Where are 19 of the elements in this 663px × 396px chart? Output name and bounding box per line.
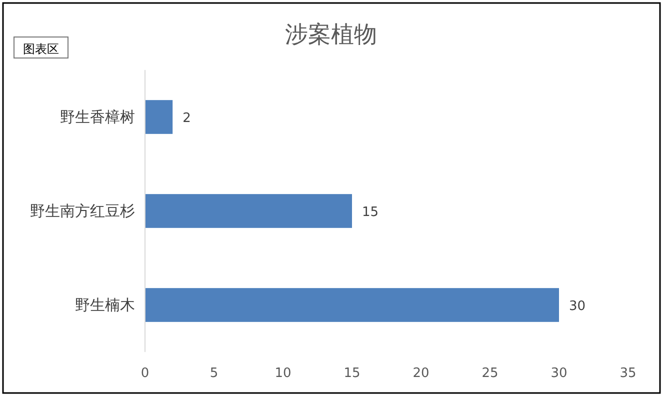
bar <box>145 194 352 228</box>
x-tick-label: 5 <box>210 366 218 381</box>
data-label: 30 <box>569 299 586 314</box>
x-tick-label: 25 <box>482 366 498 381</box>
y-tick-label: 野生香樟树 <box>60 108 135 126</box>
x-tick-label: 0 <box>140 366 150 381</box>
x-tick-label: 20 <box>412 366 430 381</box>
x-tick-label: 30 <box>550 366 568 381</box>
x-tick-label: 15 <box>344 366 360 381</box>
bar <box>145 100 173 134</box>
data-label: 2 <box>182 111 191 126</box>
chart-title: 涉案植物 <box>285 22 377 48</box>
text: 图表区 <box>23 42 59 56</box>
x-tick-label: 10 <box>274 366 292 381</box>
y-tick-label: 野生楠木 <box>75 296 135 314</box>
x-tick-label: 35 <box>620 366 636 381</box>
data-label: 15 <box>362 205 379 220</box>
bar <box>145 288 559 322</box>
y-tick-label: 野生南方红豆杉 <box>30 202 135 220</box>
